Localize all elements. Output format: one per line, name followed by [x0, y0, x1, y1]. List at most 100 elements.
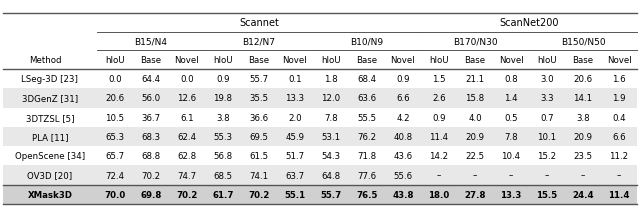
Text: 64.8: 64.8 [321, 171, 340, 180]
Text: –: – [509, 171, 513, 180]
Text: 61.7: 61.7 [212, 190, 234, 199]
Text: 43.8: 43.8 [392, 190, 413, 199]
Text: 53.1: 53.1 [321, 132, 340, 141]
Text: 0.5: 0.5 [504, 113, 518, 122]
Text: B15/N4: B15/N4 [134, 37, 167, 46]
Text: 15.2: 15.2 [538, 152, 557, 160]
Bar [3, 127, 637, 146]
Text: B10/N9: B10/N9 [350, 37, 383, 46]
Text: 1.8: 1.8 [324, 75, 338, 84]
Text: 56.8: 56.8 [213, 152, 232, 160]
Text: 68.8: 68.8 [141, 152, 161, 160]
Text: OV3D [20]: OV3D [20] [28, 171, 72, 180]
Text: 43.6: 43.6 [394, 152, 413, 160]
Text: 70.2: 70.2 [141, 171, 161, 180]
Text: LSeg-3D [23]: LSeg-3D [23] [22, 75, 78, 84]
Text: 20.9: 20.9 [465, 132, 484, 141]
Text: hIoU: hIoU [429, 56, 449, 65]
Text: 62.8: 62.8 [177, 152, 196, 160]
Text: 70.0: 70.0 [104, 190, 125, 199]
Text: –: – [617, 171, 621, 180]
Text: 77.6: 77.6 [357, 171, 376, 180]
Text: ScanNet200: ScanNet200 [499, 18, 559, 28]
Text: 3.0: 3.0 [540, 75, 554, 84]
Text: –: – [545, 171, 549, 180]
Text: 22.5: 22.5 [465, 152, 484, 160]
Text: 3DTZSL [5]: 3DTZSL [5] [26, 113, 74, 122]
Text: 20.6: 20.6 [105, 94, 124, 103]
Bar [3, 185, 637, 204]
Text: PLA [11]: PLA [11] [31, 132, 68, 141]
Text: 61.5: 61.5 [250, 152, 268, 160]
Text: 51.7: 51.7 [285, 152, 305, 160]
Text: Scannet: Scannet [239, 18, 279, 28]
Text: 24.4: 24.4 [572, 190, 594, 199]
Text: 3.3: 3.3 [540, 94, 554, 103]
Text: Base: Base [572, 56, 593, 65]
Text: 63.7: 63.7 [285, 171, 305, 180]
Text: 0.4: 0.4 [612, 113, 626, 122]
Text: 54.3: 54.3 [321, 152, 340, 160]
Text: hIoU: hIoU [213, 56, 233, 65]
Text: hIoU: hIoU [321, 56, 340, 65]
Text: Novel: Novel [607, 56, 631, 65]
Text: Novel: Novel [390, 56, 415, 65]
Text: 2.0: 2.0 [288, 113, 301, 122]
Text: 7.8: 7.8 [504, 132, 518, 141]
Text: B170/N30: B170/N30 [452, 37, 497, 46]
Text: 0.0: 0.0 [108, 75, 122, 84]
Text: 55.1: 55.1 [284, 190, 305, 199]
Text: 68.4: 68.4 [357, 75, 376, 84]
Text: 69.5: 69.5 [250, 132, 268, 141]
Text: 70.2: 70.2 [248, 190, 269, 199]
Text: 36.7: 36.7 [141, 113, 161, 122]
Text: 3.8: 3.8 [576, 113, 590, 122]
Text: 21.1: 21.1 [465, 75, 484, 84]
Text: Base: Base [465, 56, 486, 65]
Text: 3.8: 3.8 [216, 113, 230, 122]
Text: –: – [580, 171, 585, 180]
Text: 4.0: 4.0 [468, 113, 482, 122]
Text: Novel: Novel [175, 56, 199, 65]
Text: 1.9: 1.9 [612, 94, 626, 103]
Text: 15.8: 15.8 [465, 94, 484, 103]
Text: 0.9: 0.9 [216, 75, 230, 84]
Text: 55.7: 55.7 [250, 75, 268, 84]
Text: 7.8: 7.8 [324, 113, 338, 122]
Text: 15.5: 15.5 [536, 190, 557, 199]
Bar [3, 108, 637, 127]
Text: hIoU: hIoU [105, 56, 125, 65]
Text: 0.0: 0.0 [180, 75, 194, 84]
Text: 19.8: 19.8 [213, 94, 232, 103]
Text: 20.9: 20.9 [573, 132, 593, 141]
Text: 65.7: 65.7 [105, 152, 124, 160]
Text: hIoU: hIoU [537, 56, 557, 65]
Text: Base: Base [248, 56, 269, 65]
Text: 55.3: 55.3 [213, 132, 232, 141]
Text: 1.4: 1.4 [504, 94, 518, 103]
Text: 62.4: 62.4 [177, 132, 196, 141]
Text: 10.5: 10.5 [105, 113, 124, 122]
Text: 10.4: 10.4 [501, 152, 520, 160]
Text: B150/N50: B150/N50 [561, 37, 605, 46]
Text: Base: Base [140, 56, 161, 65]
Text: 65.3: 65.3 [105, 132, 124, 141]
Text: Novel: Novel [499, 56, 524, 65]
Text: 71.8: 71.8 [357, 152, 376, 160]
Bar [3, 70, 637, 89]
Text: 74.7: 74.7 [177, 171, 196, 180]
Text: XMask3D: XMask3D [28, 190, 72, 199]
Text: 0.8: 0.8 [504, 75, 518, 84]
Text: –: – [473, 171, 477, 180]
Text: 45.9: 45.9 [285, 132, 305, 141]
Text: 63.6: 63.6 [357, 94, 376, 103]
Text: 0.7: 0.7 [540, 113, 554, 122]
Text: 68.3: 68.3 [141, 132, 161, 141]
Text: 12.6: 12.6 [177, 94, 196, 103]
Bar [3, 166, 637, 185]
Text: 6.1: 6.1 [180, 113, 194, 122]
Text: Novel: Novel [283, 56, 307, 65]
Text: 72.4: 72.4 [105, 171, 124, 180]
Text: OpenScene [34]: OpenScene [34] [15, 152, 85, 160]
Text: 36.6: 36.6 [250, 113, 268, 122]
